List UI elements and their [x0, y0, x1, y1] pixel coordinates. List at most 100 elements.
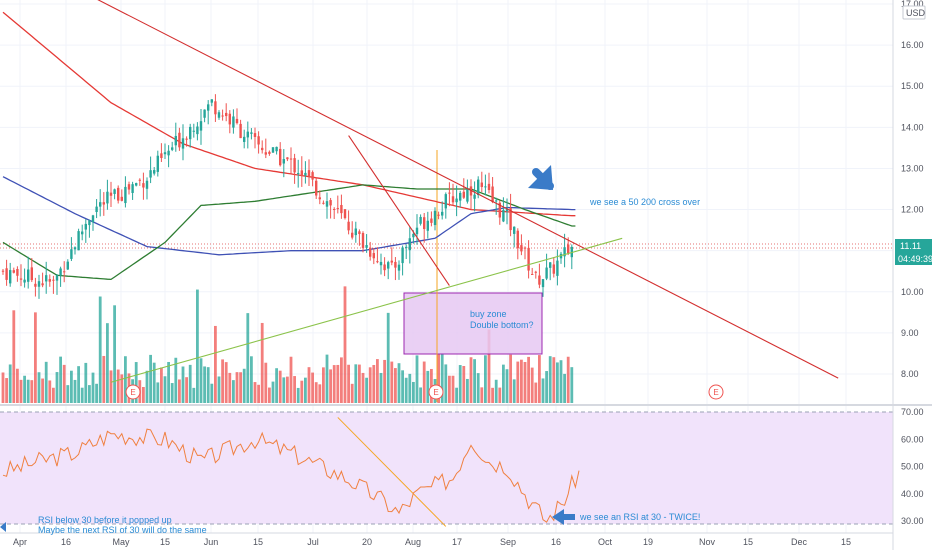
candle-body — [149, 170, 152, 178]
candle-body — [199, 121, 203, 131]
earnings-badge[interactable]: E — [708, 384, 724, 400]
candle-body — [156, 155, 159, 172]
rsi-twice-note[interactable]: we see an RSI at 30 - TWICE! — [579, 512, 700, 522]
volume-bar — [523, 362, 527, 403]
volume-bar — [408, 373, 412, 403]
candle-body — [505, 208, 509, 212]
volume-bar — [426, 370, 430, 403]
currency-label: USD — [906, 8, 926, 18]
volume-bar — [444, 364, 448, 403]
volume-bar — [415, 355, 419, 403]
candle-body — [246, 131, 249, 138]
volume-bar — [494, 379, 498, 403]
candle-body — [228, 113, 231, 125]
time-tick-label: 17 — [452, 537, 462, 547]
candle-body — [84, 223, 87, 230]
volume-bar — [210, 383, 214, 403]
candle-body — [117, 187, 120, 201]
candle-body — [217, 112, 221, 118]
volume-bar — [430, 368, 433, 403]
earnings-badge[interactable]: E — [428, 384, 444, 400]
volume-bar — [196, 289, 199, 403]
rsi-tick-label: 30.00 — [901, 516, 924, 526]
volume-bar — [440, 353, 444, 403]
candle-body — [59, 268, 62, 276]
volume-bar — [253, 382, 257, 403]
time-tick-label: 15 — [841, 537, 851, 547]
candle-body — [556, 260, 559, 276]
candle-body — [63, 271, 66, 273]
long-downtrend-line[interactable] — [82, 0, 839, 379]
volume-bar — [70, 370, 73, 403]
rsi-line — [2, 428, 580, 523]
candle-body — [250, 132, 253, 134]
cross-note[interactable]: we see a 50 200 cross over — [589, 197, 700, 207]
candles — [1, 94, 573, 299]
candle-body — [124, 186, 127, 204]
candle-body — [307, 170, 311, 177]
trendlines[interactable] — [82, 0, 839, 527]
buy-zone-label[interactable]: buy zone — [470, 309, 507, 319]
rsi-note-line2[interactable]: Maybe the next RSI of 30 will do the sam… — [38, 525, 207, 535]
candle-body — [268, 151, 271, 154]
volume-bar — [300, 380, 304, 403]
arrow-left-icon[interactable] — [552, 509, 575, 525]
uptrend-support-line[interactable] — [110, 237, 623, 383]
steep-downtrend-line[interactable] — [348, 135, 450, 286]
volume-bar — [318, 384, 322, 403]
arrow-icon[interactable] — [528, 165, 554, 190]
price-tick-label: 17.00 — [901, 0, 924, 9]
time-tick-label: 16 — [61, 537, 71, 547]
volume-bar — [354, 364, 358, 403]
candle-body — [221, 115, 224, 117]
candle-body — [257, 136, 260, 145]
candle-body — [487, 183, 491, 191]
volume-bar — [152, 362, 156, 403]
volume-bar — [412, 381, 415, 403]
candle-body — [448, 192, 451, 194]
volume-bar — [372, 364, 376, 403]
candle-body — [412, 233, 415, 238]
candle-body — [376, 261, 379, 263]
candle-body — [203, 109, 206, 118]
volume-bar — [509, 354, 512, 403]
buy-zone-sublabel[interactable]: Double bottom? — [470, 320, 534, 330]
time-tick-label: Nov — [699, 537, 716, 547]
candle-body — [563, 247, 566, 257]
candle-body — [210, 99, 213, 103]
candle-body — [297, 173, 300, 175]
candle-body — [66, 261, 69, 270]
candle-body — [523, 247, 527, 249]
volume-bar — [491, 387, 494, 403]
candle-body — [95, 206, 98, 213]
rsi-note-line1[interactable]: RSI below 30 before it popped up — [38, 515, 172, 525]
volume-bar — [19, 379, 23, 403]
volume-bar — [401, 370, 404, 403]
volume-bar — [34, 312, 37, 403]
candle-body — [167, 150, 170, 156]
candle-body — [264, 152, 267, 155]
candle-body — [520, 245, 523, 252]
volume-bar — [88, 385, 91, 403]
volume-bar — [160, 367, 163, 403]
earnings-badge[interactable]: E — [125, 384, 141, 400]
rsi-tick-label: 60.00 — [901, 434, 924, 444]
volume-bar — [293, 376, 296, 403]
svg-text:E: E — [713, 388, 718, 397]
rsi-band — [0, 412, 893, 524]
volume-bar — [566, 356, 570, 403]
volume-bar — [527, 356, 530, 403]
candle-body — [77, 231, 80, 251]
price-tick-label: 12.00 — [901, 205, 924, 215]
candle-body — [142, 183, 145, 188]
time-tick-label: Oct — [598, 537, 613, 547]
buy-zone-box[interactable] — [403, 292, 543, 355]
candle-body — [502, 210, 505, 222]
candle-body — [45, 275, 48, 282]
volume-bar — [548, 356, 552, 403]
volume-bar — [484, 355, 487, 403]
volume-bar — [476, 373, 480, 403]
rsi-downtrend-line[interactable] — [337, 417, 447, 527]
candle-body — [451, 196, 455, 203]
